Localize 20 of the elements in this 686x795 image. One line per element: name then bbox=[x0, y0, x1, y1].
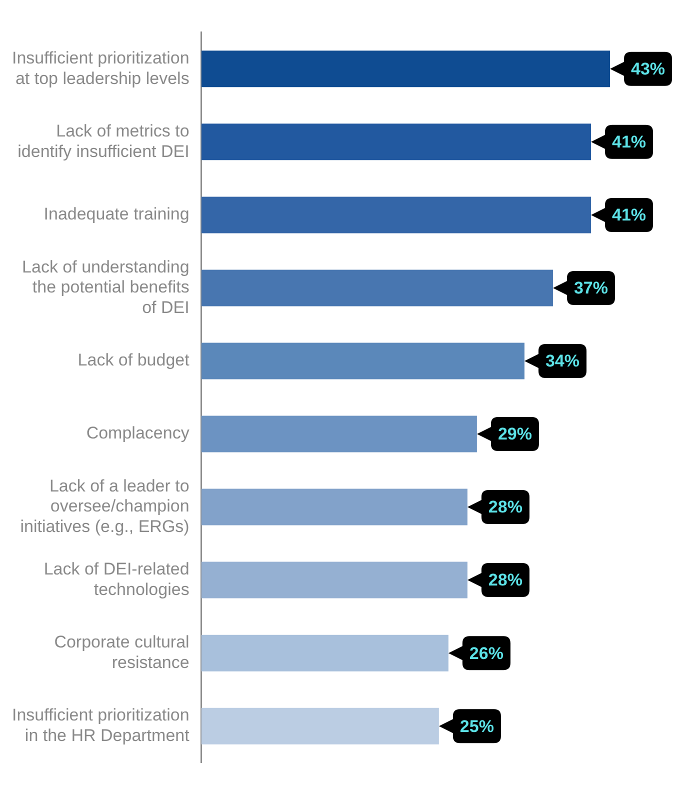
data-label: 29% bbox=[498, 424, 532, 444]
y-tick-label: Complacency bbox=[86, 424, 190, 443]
y-tick-label: Insufficient prioritization at top leadership levels bbox=[12, 48, 190, 88]
data-label: 41% bbox=[612, 206, 646, 225]
data-label: 41% bbox=[612, 132, 646, 152]
y-tick-label: Lack of a leader to oversee/champion initiatives (e.g., ERGs) bbox=[20, 476, 190, 536]
y-tick-label: Inadequate training bbox=[44, 204, 190, 224]
data-label: 37% bbox=[574, 278, 608, 298]
y-tick-label: Corporate cultural resistance bbox=[54, 632, 190, 672]
data-label: 28% bbox=[488, 570, 522, 590]
data-label: 28% bbox=[488, 498, 522, 517]
data-label: 26% bbox=[469, 644, 504, 663]
y-tick-label: Lack of metrics to identify insufficient DEI bbox=[18, 121, 190, 161]
y-tick-label: Lack of budget bbox=[78, 350, 190, 370]
data-label: 25% bbox=[460, 716, 494, 736]
data-label: 34% bbox=[545, 352, 580, 371]
y-tick-label: Lack of DEI-related technologies bbox=[44, 560, 190, 599]
y-tick-label: Lack of understanding the potential benefits of DEI bbox=[22, 257, 190, 318]
data-label: 43% bbox=[630, 60, 666, 79]
y-tick-label: Insufficient prioritization in the HR Department bbox=[12, 706, 190, 745]
